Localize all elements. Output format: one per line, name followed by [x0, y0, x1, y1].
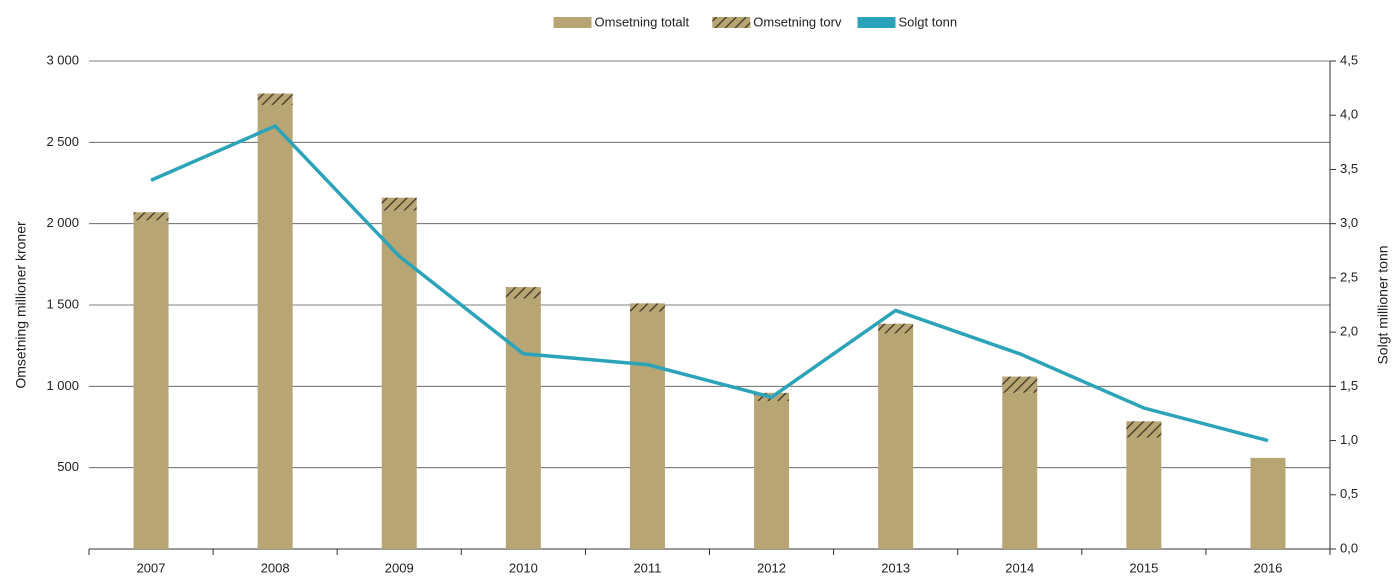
bar-segment — [629, 311, 665, 549]
legend-label: Solgt tonn — [899, 14, 958, 29]
line — [150, 123, 1269, 443]
bar-segment-hatched — [505, 287, 541, 299]
bar-segment — [1002, 392, 1038, 549]
legend-swatch — [553, 17, 592, 28]
bar-segment-hatched — [1002, 376, 1038, 393]
x-tick-label: 2012 — [757, 560, 786, 575]
x-tick-label: 2015 — [1129, 560, 1158, 575]
x-tick-label: 2008 — [261, 560, 290, 575]
bar-segment-hatched — [133, 212, 169, 221]
y-tick-label: 1 000 — [46, 378, 79, 393]
x-tick-label: 2014 — [1005, 560, 1034, 575]
y2-tick-label: 3,5 — [1340, 161, 1358, 176]
y2-tick-label: 3,0 — [1340, 215, 1358, 230]
bar-segment — [1250, 457, 1286, 549]
bar-segment-hatched — [257, 93, 293, 105]
legend-swatch — [712, 17, 751, 28]
y2-tick-label: 0,0 — [1340, 540, 1358, 555]
y-axis-label: Omsetning millioner kroner — [13, 221, 29, 389]
y2-tick-label: 2,0 — [1340, 324, 1358, 339]
bar-segment-hatched — [381, 197, 417, 211]
x-tick-label: 2010 — [509, 560, 538, 575]
y-tick-label: 500 — [57, 459, 79, 474]
bar-segment-hatched — [629, 303, 665, 312]
legend-label: Omsetning torv — [753, 14, 842, 29]
x-tick-label: 2009 — [385, 560, 414, 575]
x-tick-label: 2011 — [633, 560, 661, 575]
x-tick-label: 2013 — [881, 560, 910, 575]
bar-segment — [133, 220, 169, 549]
y-tick-label: 3 000 — [46, 52, 79, 67]
bar-segment-hatched — [878, 323, 914, 334]
bar-segment-hatched — [1126, 421, 1162, 438]
bar-segment — [257, 104, 293, 550]
bar-segment — [754, 400, 790, 549]
x-tick-label: 2007 — [137, 560, 166, 575]
bar-segment — [878, 333, 914, 549]
legend-label: Omsetning totalt — [595, 14, 690, 29]
y2-axis-label: Solgt millioner tonn — [1375, 245, 1391, 364]
y-tick-label: 2 000 — [46, 215, 79, 230]
y2-tick-label: 2,5 — [1340, 269, 1358, 284]
legend-swatch — [857, 17, 896, 28]
x-tick-label: 2016 — [1253, 560, 1282, 575]
y2-tick-label: 0,5 — [1340, 486, 1358, 501]
y-tick-label: 1 500 — [46, 296, 79, 311]
y2-tick-label: 1,5 — [1340, 378, 1358, 393]
bar-segment — [381, 210, 417, 550]
y2-tick-label: 4,5 — [1340, 52, 1358, 67]
y2-tick-label: 4,0 — [1340, 107, 1358, 122]
bar-segment — [1126, 437, 1162, 549]
bar-segment — [505, 298, 541, 549]
y2-tick-label: 1,0 — [1340, 432, 1358, 447]
y-tick-label: 2 500 — [46, 134, 79, 149]
